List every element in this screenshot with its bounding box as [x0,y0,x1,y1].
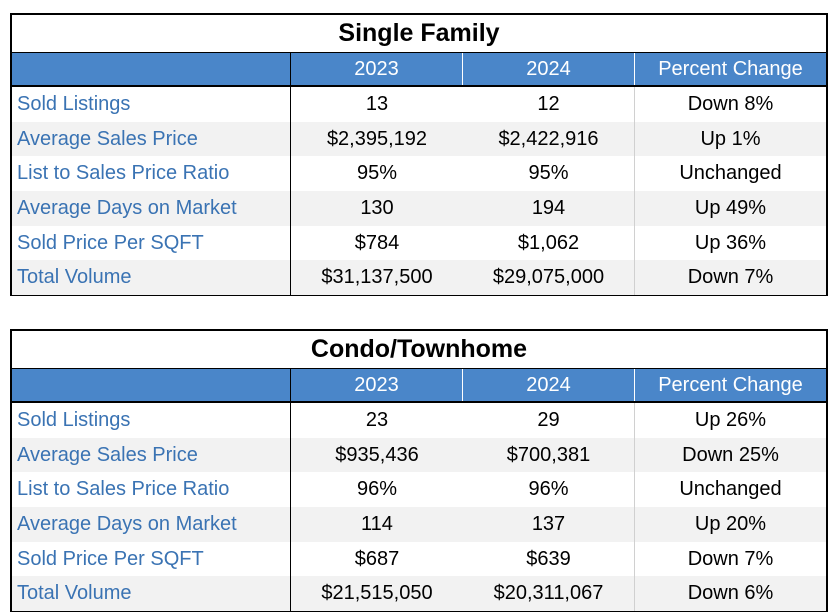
row-label: Sold Listings [12,403,291,438]
table-row: List to Sales Price Ratio 95% 95% Unchan… [12,156,826,192]
table-row: Average Sales Price $2,395,192 $2,422,91… [12,121,826,157]
value-2024: $2,422,916 [463,121,635,157]
value-2023: $2,395,192 [326,127,428,150]
row-label: Sold Price Per SQFT [12,541,291,577]
table-row: List to Sales Price Ratio 96% 96% Unchan… [12,472,826,508]
condo-townhome-table: Condo/Townhome 2023 2024 Percent Change … [10,329,828,612]
value-2024: $639 [463,541,635,577]
row-label: List to Sales Price Ratio [12,472,291,508]
percent-change: Up 26% [694,408,767,431]
percent-change: Down 25% [682,443,779,466]
table-row: Total Volume $21,515,050 $20,311,067 Dow… [12,576,826,612]
row-label: Average Days on Market [12,507,291,542]
value-2023: 95% [356,162,398,185]
header-cell-2024: 2024 [463,369,635,401]
percent-change: Down 7% [687,266,774,289]
table-row: Sold Price Per SQFT $687 $639 Down 7% [12,541,826,577]
value-2024: $700,381 [463,437,635,473]
value-2024: $1,062 [463,225,635,261]
row-label: Sold Listings [12,87,291,122]
table-row: Sold Listings 23 29 Up 26% [12,403,826,438]
percent-change: Unchanged [679,162,782,185]
value-2024: $20,311,067 [463,576,635,612]
value-2023: $784 [354,231,400,254]
percent-change: Up 49% [694,196,767,219]
value-2024: 194 [463,191,635,226]
row-label: Total Volume [12,576,291,612]
percent-change: Down 7% [687,547,774,570]
table-row: Average Days on Market 114 137 Up 20% [12,507,826,542]
header-cell-2023: 2023 [291,369,463,401]
row-label: Average Sales Price [12,437,291,473]
value-2023: $935,436 [335,443,419,466]
value-2023: $21,515,050 [321,582,433,605]
value-2024: 95% [463,156,635,192]
table-row: Sold Price Per SQFT $784 $1,062 Up 36% [12,225,826,261]
header-cell-label [12,53,291,85]
value-2023: 130 [360,196,394,219]
percent-change: Down 6% [687,582,774,605]
value-2024: 137 [463,507,635,542]
table-row: Total Volume $31,137,500 $29,075,000 Dow… [12,260,826,296]
row-label: Total Volume [12,260,291,296]
header-cell-percent-change: Percent Change [658,57,803,80]
table-row: Average Days on Market 130 194 Up 49% [12,191,826,226]
header-cell-2024: 2024 [463,53,635,85]
single-family-table: Single Family 2023 2024 Percent Change S… [10,13,828,296]
value-2024: 12 [463,87,635,122]
value-2023: $31,137,500 [321,266,433,289]
value-2023: 13 [365,92,389,115]
value-2023: 114 [361,512,393,535]
percent-change: Up 36% [694,231,767,254]
percent-change: Down 8% [687,92,774,115]
percent-change: Up 1% [700,127,761,150]
row-label: Sold Price Per SQFT [12,225,291,261]
value-2023: $687 [354,547,400,570]
value-2024: 96% [463,472,635,508]
percent-change: Up 20% [694,512,767,535]
header-row: 2023 2024 Percent Change [12,53,826,87]
header-row: 2023 2024 Percent Change [12,369,826,403]
value-2023: 23 [365,408,389,431]
table-row: Sold Listings 13 12 Down 8% [12,87,826,122]
header-cell-percent-change: Percent Change [658,373,803,396]
value-2024: 29 [463,403,635,438]
row-label: List to Sales Price Ratio [12,156,291,192]
value-2024: $29,075,000 [463,260,635,296]
value-2023: 96% [356,478,398,501]
row-label: Average Days on Market [12,191,291,226]
row-label: Average Sales Price [12,121,291,157]
table-row: Average Sales Price $935,436 $700,381 Do… [12,437,826,473]
table-title: Single Family [12,15,826,53]
table-title: Condo/Townhome [12,331,826,369]
header-cell-2023: 2023 [291,53,463,85]
header-cell-label [12,369,291,401]
percent-change: Unchanged [679,478,782,501]
